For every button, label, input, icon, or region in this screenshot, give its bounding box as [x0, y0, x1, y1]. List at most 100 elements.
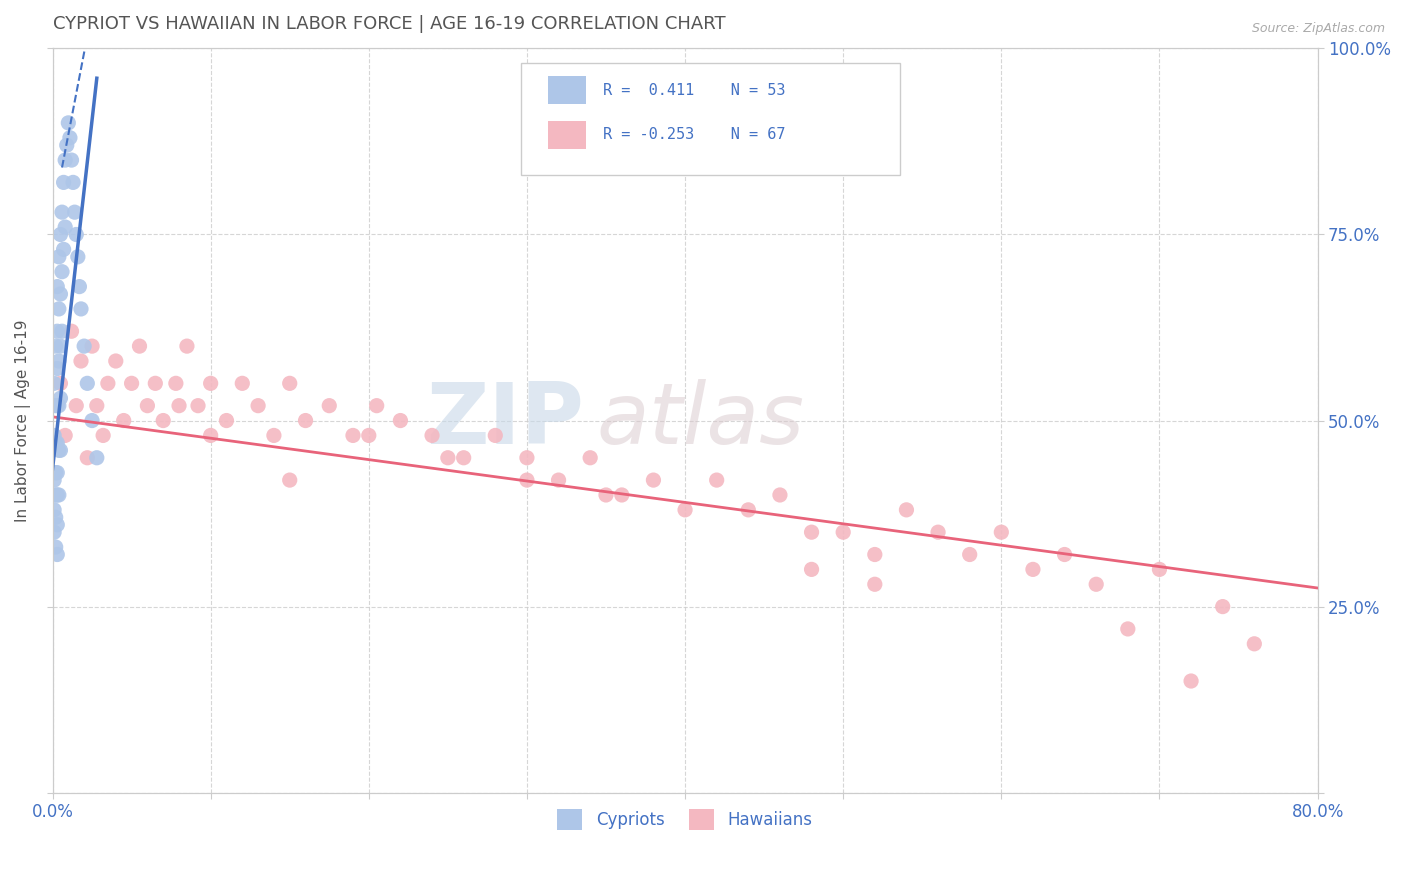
Point: [42, 473, 65, 487]
Point: [121, 376, 143, 391]
Point: [136, 399, 159, 413]
Point: [46, 324, 69, 338]
Point: [800, 525, 823, 540]
Point: [67, 279, 90, 293]
Point: [1212, 599, 1234, 614]
Point: [76, 450, 98, 465]
Point: [49, 443, 72, 458]
Text: CYPRIOT VS HAWAIIAN IN LABOR FORCE | AGE 16-19 CORRELATION CHART: CYPRIOT VS HAWAIIAN IN LABOR FORCE | AGE…: [52, 15, 725, 33]
Point: [65, 399, 87, 413]
Point: [48, 443, 70, 458]
Point: [579, 450, 602, 465]
Point: [45, 399, 67, 413]
Point: [66, 250, 89, 264]
Text: Source: ZipAtlas.com: Source: ZipAtlas.com: [1251, 22, 1385, 36]
Point: [97, 376, 120, 391]
Point: [42, 503, 65, 517]
Point: [294, 413, 316, 427]
Text: atlas: atlas: [596, 379, 804, 462]
Point: [247, 399, 270, 413]
Point: [63, 205, 86, 219]
Point: [60, 153, 83, 167]
Point: [437, 450, 460, 465]
Point: [42, 525, 65, 540]
Point: [42, 428, 65, 442]
Point: [187, 399, 209, 413]
Point: [46, 435, 69, 450]
Point: [128, 339, 150, 353]
Text: ZIP: ZIP: [426, 379, 583, 462]
Point: [278, 376, 301, 391]
Point: [420, 428, 443, 442]
Y-axis label: In Labor Force | Age 16-19: In Labor Force | Age 16-19: [15, 319, 31, 522]
Point: [49, 287, 72, 301]
Point: [769, 488, 792, 502]
Point: [453, 450, 475, 465]
Point: [46, 488, 69, 502]
Point: [165, 376, 187, 391]
Point: [76, 376, 98, 391]
Point: [62, 175, 84, 189]
Point: [48, 354, 70, 368]
Point: [49, 391, 72, 405]
Point: [48, 301, 70, 316]
Point: [832, 525, 855, 540]
Point: [112, 413, 135, 427]
FancyBboxPatch shape: [520, 63, 900, 175]
Point: [48, 250, 70, 264]
Point: [51, 205, 73, 219]
Point: [1085, 577, 1108, 591]
Point: [143, 376, 166, 391]
Bar: [548, 120, 586, 149]
Point: [91, 428, 114, 442]
Point: [51, 265, 73, 279]
Point: [863, 577, 886, 591]
Point: [58, 116, 80, 130]
Point: [46, 399, 69, 413]
Point: [152, 413, 174, 427]
Point: [73, 339, 96, 353]
Point: [70, 301, 93, 316]
Point: [45, 339, 67, 353]
Point: [49, 376, 72, 391]
Point: [990, 525, 1012, 540]
Point: [263, 428, 285, 442]
Point: [200, 428, 222, 442]
Point: [1243, 637, 1265, 651]
Point: [959, 548, 981, 562]
Point: [516, 473, 538, 487]
Point: [1116, 622, 1139, 636]
Point: [863, 548, 886, 562]
Point: [53, 153, 76, 167]
Point: [45, 488, 67, 502]
Point: [200, 376, 222, 391]
Text: R = -0.253    N = 67: R = -0.253 N = 67: [603, 128, 786, 142]
Point: [342, 428, 364, 442]
Point: [610, 488, 633, 502]
Point: [45, 540, 67, 554]
Point: [80, 413, 103, 427]
Point: [53, 220, 76, 235]
Point: [48, 488, 70, 502]
Point: [65, 227, 87, 242]
Point: [48, 399, 70, 413]
Point: [1022, 562, 1045, 576]
Point: [51, 324, 73, 338]
Point: [42, 376, 65, 391]
Point: [80, 339, 103, 353]
Point: [45, 510, 67, 524]
Point: [231, 376, 253, 391]
Point: [389, 413, 412, 427]
Point: [86, 450, 108, 465]
Point: [70, 354, 93, 368]
Point: [357, 428, 380, 442]
Point: [55, 138, 77, 153]
Point: [737, 503, 759, 517]
Point: [46, 361, 69, 376]
Legend: Cypriots, Hawaiians: Cypriots, Hawaiians: [551, 803, 820, 837]
Point: [366, 399, 388, 413]
Point: [49, 339, 72, 353]
Point: [1149, 562, 1171, 576]
Point: [800, 562, 823, 576]
Text: R =  0.411    N = 53: R = 0.411 N = 53: [603, 83, 786, 97]
